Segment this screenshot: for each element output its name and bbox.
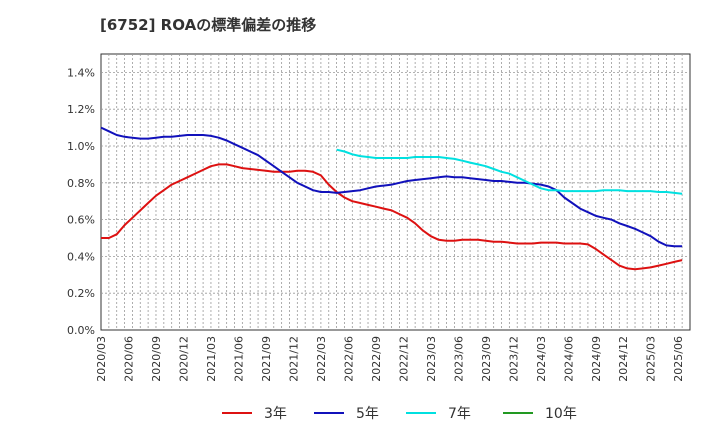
legend-label: 3年 — [264, 406, 287, 422]
x-tick-label: 2025/06 — [672, 336, 685, 382]
x-tick-label: 2021/06 — [232, 336, 245, 382]
x-tick-label: 2020/03 — [95, 336, 108, 382]
x-tick-label: 2020/12 — [177, 336, 190, 382]
x-tick-label: 2023/09 — [480, 336, 493, 382]
y-tick-label: 0.0% — [67, 324, 95, 337]
x-tick-label: 2022/09 — [370, 336, 383, 382]
x-tick-label: 2024/03 — [535, 336, 548, 382]
y-tick-label: 0.6% — [67, 214, 95, 227]
legend-label: 5年 — [356, 406, 379, 422]
x-tick-label: 2022/06 — [342, 336, 355, 382]
x-tick-label: 2022/12 — [397, 336, 410, 382]
legend-label: 10年 — [545, 406, 577, 422]
x-tick-label: 2024/09 — [590, 336, 603, 382]
x-tick-label: 2021/09 — [260, 336, 273, 382]
x-tick-label: 2022/03 — [315, 336, 328, 382]
x-tick-label: 2020/06 — [122, 336, 135, 382]
y-tick-label: 1.0% — [67, 140, 95, 153]
x-tick-label: 2020/09 — [150, 336, 163, 382]
x-tick-label: 2023/12 — [507, 336, 520, 382]
series-line — [100, 126, 683, 248]
y-tick-label: 0.2% — [67, 287, 95, 300]
plot-area — [100, 53, 691, 331]
x-tick-label: 2021/03 — [205, 336, 218, 382]
y-tick-label: 1.2% — [67, 103, 95, 116]
x-tick-label: 2025/03 — [645, 336, 658, 382]
x-tick-label: 2024/12 — [617, 336, 630, 382]
x-tick-label: 2024/06 — [562, 336, 575, 382]
legend-label: 7年 — [448, 406, 471, 422]
series-line — [336, 148, 683, 195]
x-tick-label: 2023/06 — [452, 336, 465, 382]
series-line — [101, 163, 683, 271]
x-tick-label: 2021/12 — [287, 336, 300, 382]
x-tick-label: 2023/03 — [425, 336, 438, 382]
y-tick-label: 1.4% — [67, 66, 95, 79]
y-tick-label: 0.4% — [67, 250, 95, 263]
y-tick-label: 0.8% — [67, 177, 95, 190]
chart-title: [6752] ROAの標準偏差の推移 — [100, 16, 317, 34]
